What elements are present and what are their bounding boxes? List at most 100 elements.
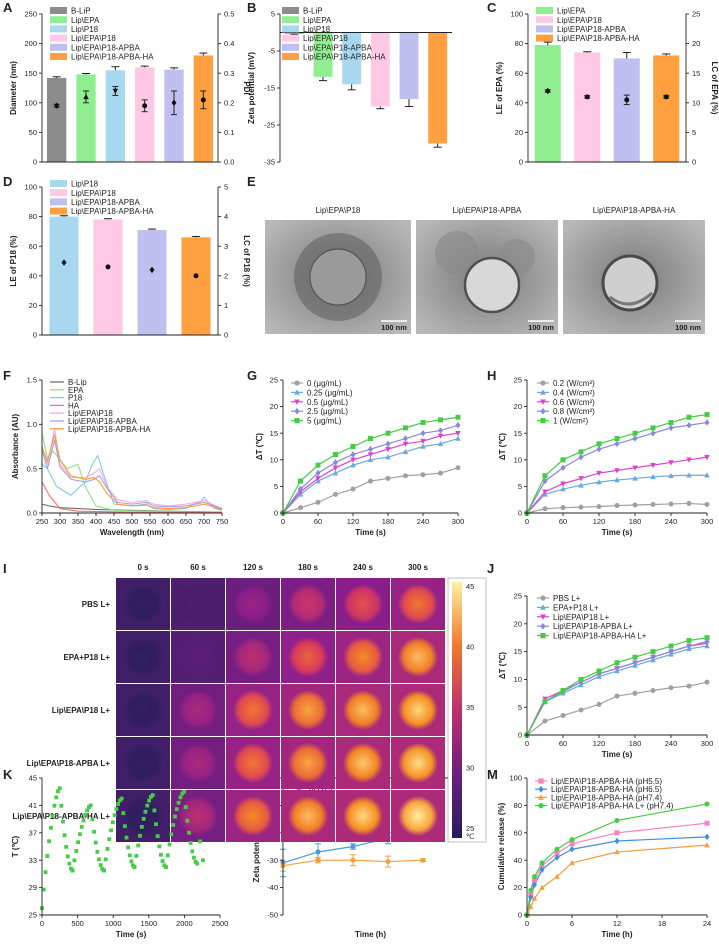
y-axis-label: ΔT (℃): [255, 433, 264, 461]
bar: [49, 216, 79, 335]
legend-swatch: [282, 53, 299, 60]
data-point: [596, 479, 602, 485]
panel-y2ticks-y2-axis: 0 5 10 15 20 25: [685, 10, 700, 167]
tick-label: 15: [514, 647, 522, 656]
tem-caption: Lip\EPA\P18-APBA-HA: [593, 206, 676, 215]
tick-label: 60: [514, 828, 522, 837]
panel-yticks-y-axis: 0 20 40 60 80 100: [510, 10, 529, 167]
data-point: [315, 499, 321, 505]
data-point: [402, 441, 409, 447]
data-point: [154, 822, 158, 827]
legend-entry: Lip\EPA\P18-APBA L+: [553, 622, 633, 631]
legend-swatch: [282, 43, 299, 51]
data-point: [420, 472, 426, 478]
secondary-marker: [54, 102, 60, 110]
legend: Lip\EPALip\EPA\P18Lip\EPA\P18-APBALip\EP…: [536, 7, 640, 43]
data-point: [188, 841, 193, 845]
bar: [342, 32, 362, 85]
legend-entry: 0.4 (W/cm²): [553, 388, 595, 397]
legend-entry: Lip\EPA\P18-APBA: [557, 25, 626, 34]
data-point: [134, 853, 139, 858]
hot-spot: [178, 743, 218, 783]
data-point: [686, 414, 692, 420]
legend-swatch: [50, 7, 67, 14]
tick-label: 180: [629, 517, 642, 526]
hot-spot: [178, 637, 218, 677]
spectrum-line: [41, 439, 223, 510]
tick-label: 5: [692, 128, 696, 137]
panel-letter-j: J: [487, 561, 494, 576]
legend-marker: [540, 399, 546, 405]
data-point: [298, 505, 303, 511]
tick-label: 240: [665, 517, 678, 526]
data-point: [132, 865, 137, 869]
y2-axis-label: LC of P18 (%): [242, 235, 251, 287]
data-point: [173, 814, 177, 819]
bar: [134, 67, 155, 162]
data-point: [686, 637, 692, 643]
data-point: [124, 835, 129, 840]
data-point: [668, 501, 674, 507]
bar: [428, 32, 448, 144]
legend-marker: [540, 380, 546, 386]
data-point: [110, 820, 115, 825]
data-point: [88, 803, 93, 808]
x-axis-label: Time (h): [355, 930, 386, 939]
data-point: [569, 837, 575, 843]
tick-label: 1: [224, 301, 228, 310]
tick-label: 41: [29, 801, 37, 810]
data-point: [182, 789, 186, 794]
data-point: [121, 811, 126, 816]
data-point: [668, 648, 674, 655]
tick-label: 60: [515, 69, 523, 78]
y-axis-label: ΔT (℃): [498, 433, 507, 461]
secondary-marker: [149, 266, 155, 274]
bar: [93, 219, 123, 335]
data-point: [178, 795, 183, 800]
tem-image-1: Lip\EPA\P18 100 nm: [265, 206, 411, 334]
tick-label: 5: [271, 10, 275, 19]
tick-label: 0.3: [224, 69, 234, 78]
data-point: [532, 878, 537, 884]
x-axis: 0 6 12 18 24: [525, 914, 711, 928]
data-point: [169, 832, 174, 837]
legend-entry: B-Lip: [68, 378, 87, 387]
data-point: [560, 481, 566, 487]
tick-label: 80: [514, 801, 522, 810]
tick-label: 750: [216, 517, 229, 526]
data-point: [614, 436, 620, 442]
data-point: [167, 842, 172, 847]
data-point: [455, 430, 461, 437]
legend: 0.2 (W/cm²)0.4 (W/cm²)0.6 (W/cm²)0.8 (W/…: [537, 379, 595, 426]
legend-entry: Lip\EPA\P18-APBA: [303, 43, 372, 52]
data-point: [402, 448, 409, 455]
legend-entry: HA: [68, 401, 80, 410]
hot-spot: [233, 637, 273, 677]
data-point: [333, 491, 338, 497]
legend-entry: Lip\P18: [71, 180, 99, 189]
data-point: [668, 643, 674, 649]
legend-entry: Lip\EPA\P18-APBA-HA: [71, 53, 154, 62]
y-axis-label: Cumulative release (%): [497, 802, 506, 890]
panel-y2ticks-y2-axis: 0 1 2 3 4 5: [217, 183, 228, 340]
panel-yticks-y-axis: 0 5 10 15 20 25: [514, 376, 528, 518]
data-point: [614, 440, 620, 448]
hot-spot: [123, 796, 163, 836]
tick-label: 18: [658, 919, 666, 928]
data-point: [560, 713, 566, 719]
data-point: [668, 420, 674, 426]
tick-label: 2500: [212, 919, 229, 928]
tick-label: 5: [274, 482, 278, 491]
series-line: [526, 681, 708, 736]
tick-label: 0.5: [27, 464, 37, 473]
data-point: [74, 849, 79, 853]
legend: B-LipEPAP18HALip\EPA\P18Lip\EPA\P18-APBA…: [50, 378, 151, 434]
legend-marker: [294, 407, 300, 415]
tick-label: 600: [162, 517, 175, 526]
data-point: [72, 858, 77, 863]
tick-label: 500: [126, 517, 139, 526]
tick-label: 45: [29, 774, 37, 783]
secondary-marker: [105, 264, 111, 270]
data-point: [145, 803, 150, 808]
